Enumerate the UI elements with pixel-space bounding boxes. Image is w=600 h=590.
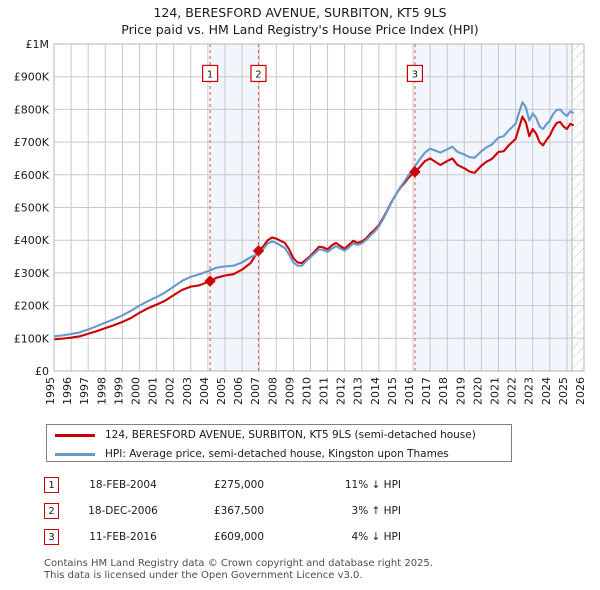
transaction-marker-lines [209, 44, 416, 371]
footer-line-licence: This data is licensed under the Open Gov… [44, 570, 363, 581]
x-axis-tick-label: 2021 [489, 377, 502, 405]
footer-attribution: Contains HM Land Registry data © Crown c… [44, 558, 584, 582]
x-axis-tick-label: 2004 [198, 377, 211, 405]
transactions-table: 1 18-FEB-2004 £275,000 11% ↓ HPI 2 18-DE… [44, 472, 444, 550]
x-axis-labels: 1995 1996 1997 1998 1999 2000 2001 2002 2003 2004… [44, 377, 587, 405]
legend-item-property: 124, BERESFORD AVENUE, SURBITON, KT5 9LS… [47, 426, 511, 444]
transaction-badge-2: 2 [44, 503, 59, 519]
x-axis-tick-label: 2002 [164, 377, 177, 405]
x-axis-tick-label: 2001 [147, 377, 160, 405]
x-axis-tick-label: 2024 [540, 377, 553, 405]
y-axis-tick-label: £900K [14, 71, 50, 84]
x-axis-tick-label: 2009 [283, 377, 296, 405]
x-axis-tick-label: 1998 [95, 377, 108, 405]
transaction-date-1: 18-FEB-2004 [89, 479, 157, 491]
x-axis-tick-label: 2016 [403, 377, 416, 405]
transaction-badge-1: 1 [44, 477, 59, 493]
y-axis-tick-label: £800K [14, 103, 50, 116]
chart-legend: 124, BERESFORD AVENUE, SURBITON, KT5 9LS… [46, 424, 512, 462]
plot-border [53, 43, 585, 372]
x-axis-tick-label: 2013 [352, 377, 365, 405]
transaction-badge-3: 3 [44, 529, 59, 545]
transaction-price-1: £275,000 [213, 479, 265, 491]
legend-item-hpi: HPI: Average price, semi-detached house,… [47, 445, 511, 463]
x-axis-tick-label: 2017 [420, 377, 433, 405]
x-axis-tick-label: 1999 [112, 377, 125, 405]
transaction-delta-1: 11% ↓ HPI [344, 479, 401, 491]
legend-label-property: 124, BERESFORD AVENUE, SURBITON, KT5 9LS… [105, 429, 476, 441]
transaction-marker-badges: 1 2 3 [201, 64, 424, 83]
x-axis-tick-label: 1995 [44, 377, 57, 405]
x-axis-tick-label: 2023 [523, 377, 536, 405]
marker-badge-box-2[interactable] [250, 64, 267, 83]
y-axis-tick-label: £100K [14, 332, 50, 345]
x-axis-tick-label: 2010 [300, 377, 313, 405]
x-axis-tick-label: 2022 [506, 377, 519, 405]
x-axis-tick-label: 1996 [61, 377, 74, 405]
y-axis-tick-label: £200K [14, 300, 50, 313]
x-axis-tick-label: 2020 [471, 377, 484, 405]
transaction-delta-2: 3% ↑ HPI [351, 505, 401, 517]
x-axis-tick-label: 1997 [78, 377, 91, 405]
y-axis-tick-label: £700K [14, 136, 50, 149]
legend-swatch-hpi [55, 452, 95, 456]
x-axis-tick-label: 2019 [454, 377, 467, 405]
x-axis-tick-label: 2015 [386, 377, 399, 405]
x-axis-tick-label: 2011 [318, 377, 331, 405]
legend-label-hpi: HPI: Average price, semi-detached house,… [105, 448, 449, 460]
x-axis-tick-label: 2005 [215, 377, 228, 405]
transaction-price-3: £609,000 [213, 531, 265, 543]
y-axis-tick-label: £500K [14, 202, 50, 215]
series-lines [54, 101, 574, 341]
x-axis-tick-label: 2006 [232, 377, 245, 405]
x-axis-tick-label: 2012 [335, 377, 348, 405]
marker-badge-box-1[interactable] [201, 64, 219, 83]
title-line-subtitle: Price paid vs. HM Land Registry's House … [121, 22, 479, 37]
price-chart: £0 £100K £200K £300K £400K £500K £600K £700K £80… [14, 38, 587, 405]
y-axis-labels: £0 £100K £200K £300K £400K £500K £600K £700K £80… [14, 38, 50, 378]
table-row: 1 18-FEB-2004 £275,000 11% ↓ HPI [44, 472, 444, 498]
series-line-hpi [54, 101, 574, 338]
y-axis-tick-label: £300K [14, 267, 50, 280]
footer-line-copyright: Contains HM Land Registry data © Crown c… [44, 558, 433, 569]
x-axis-tick-label: 2014 [369, 377, 382, 405]
x-axis-tick-label: 2007 [249, 377, 262, 405]
x-axis-tick-label: 2025 [557, 377, 570, 405]
transaction-marker-points [204, 166, 421, 287]
transaction-price-2: £367,500 [213, 505, 265, 517]
marker-point-2[interactable] [252, 245, 265, 257]
y-axis-tick-label: £400K [14, 234, 50, 247]
marker-badge-label-3: 3 [412, 69, 418, 80]
page-title: 124, BERESFORD AVENUE, SURBITON, KT5 9LS… [0, 4, 600, 38]
x-axis-tick-label: 2000 [129, 377, 142, 405]
table-row: 2 18-DEC-2006 £367,500 3% ↑ HPI [44, 498, 444, 524]
transaction-delta-3: 4% ↓ HPI [351, 531, 401, 543]
y-axis-tick-label: £600K [14, 169, 50, 182]
y-axis-tick-label: £0 [35, 365, 49, 378]
marker-badge-label-2: 2 [255, 69, 261, 80]
x-axis-tick-label: 2026 [574, 377, 587, 405]
transaction-date-3: 11-FEB-2016 [89, 531, 157, 543]
legend-swatch-property [55, 433, 95, 437]
title-line-address: 124, BERESFORD AVENUE, SURBITON, KT5 9LS [153, 5, 447, 20]
marker-badge-box-3[interactable] [406, 64, 424, 83]
marker-point-3[interactable] [409, 166, 421, 178]
transaction-date-2: 18-DEC-2006 [88, 505, 158, 517]
table-row: 3 11-FEB-2016 £609,000 4% ↓ HPI [44, 524, 444, 550]
x-axis-tick-label: 2008 [266, 377, 279, 405]
marker-point-1[interactable] [204, 275, 216, 287]
series-line-property [54, 115, 574, 341]
x-axis-tick-label: 2018 [437, 377, 450, 405]
x-axis-tick-label: 2003 [181, 377, 194, 405]
y-axis-tick-label: £1M [26, 38, 50, 51]
marker-badge-label-1: 1 [207, 69, 213, 80]
